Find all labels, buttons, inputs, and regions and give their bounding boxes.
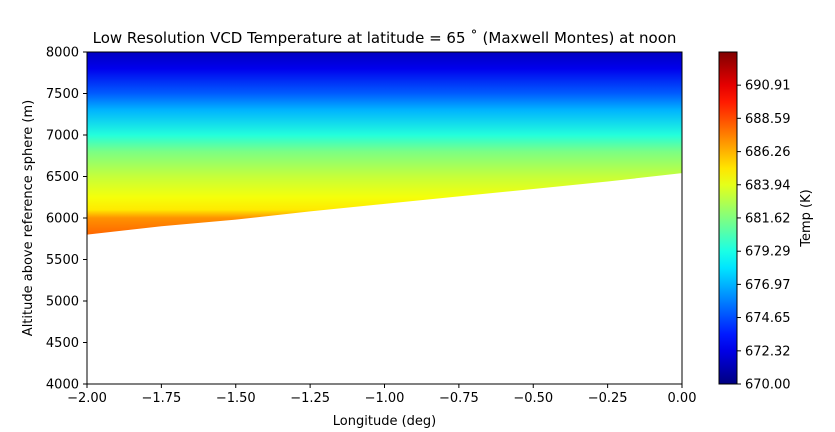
y-tick-label: 5000 (46, 295, 79, 310)
y-axis-label: Altitude above reference sphere (m) (21, 100, 36, 336)
colorbar-ticks: 670.00 672.32 674.65 676.97 679.29 681.62 683.… (737, 79, 791, 393)
colorbar-tick-label: 688.59 (745, 112, 791, 127)
x-tick-label: −0.75 (439, 391, 479, 406)
colorbar-tick-label: 676.97 (745, 278, 791, 293)
x-tick-label: −0.25 (588, 391, 628, 406)
colorbar-tick-label: 672.32 (745, 344, 791, 359)
y-tick-label: 6500 (46, 170, 79, 185)
x-tick-label: −1.25 (290, 391, 330, 406)
x-tick-label: 0.00 (668, 391, 697, 406)
colorbar-scale (718, 51, 738, 385)
y-tick-label: 7000 (46, 129, 79, 144)
x-tick-label: −1.75 (141, 391, 181, 406)
y-tick-label: 7500 (46, 87, 79, 102)
x-tick-label: −2.00 (67, 391, 107, 406)
colorbar-label: Temp (K) (799, 189, 814, 247)
x-tick-label: −1.00 (365, 391, 405, 406)
y-tick-label: 4000 (46, 378, 79, 393)
colorbar-tick-label: 674.65 (745, 311, 791, 326)
y-tick-label: 5500 (46, 253, 79, 268)
y-tick-label: 6000 (46, 212, 79, 227)
y-tick-label: 8000 (46, 46, 79, 61)
y-axis-ticks: 4000 4500 5000 5500 6000 6500 7000 7500 8000 (46, 46, 87, 393)
colorbar: 670.00 672.32 674.65 676.97 679.29 681.62 683.… (718, 51, 814, 393)
chart-title: Low Resolution VCD Temperature at latitu… (93, 29, 677, 47)
y-tick-label: 4500 (46, 336, 79, 351)
colorbar-tick-label: 686.26 (745, 145, 791, 160)
colorbar-tick-label: 670.00 (745, 378, 791, 393)
x-tick-label: −0.50 (513, 391, 553, 406)
plot-area: −2.00 −1.75 −1.50 −1.25 −1.00 −0.75 −0.50 −0.25… (46, 46, 697, 407)
colorbar-tick-label: 683.94 (745, 178, 791, 193)
x-axis-ticks: −2.00 −1.75 −1.50 −1.25 −1.00 −0.75 −0.50 −0.25… (67, 384, 696, 406)
x-axis-label: Longitude (deg) (333, 414, 436, 429)
colorbar-tick-label: 690.91 (745, 79, 791, 94)
x-tick-label: −1.50 (216, 391, 256, 406)
colorbar-tick-label: 681.62 (745, 211, 791, 226)
colorbar-tick-label: 679.29 (745, 245, 791, 260)
temperature-field (87, 52, 682, 235)
